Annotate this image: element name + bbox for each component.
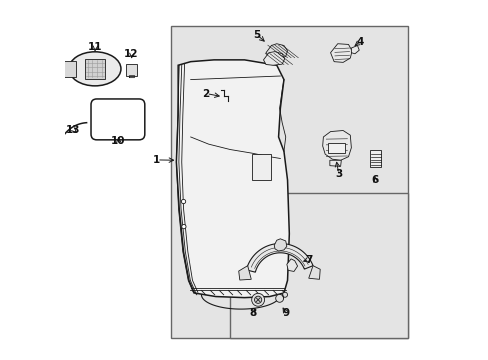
FancyBboxPatch shape xyxy=(85,59,105,79)
Polygon shape xyxy=(329,160,341,166)
Circle shape xyxy=(254,296,261,303)
FancyBboxPatch shape xyxy=(63,60,76,77)
Polygon shape xyxy=(263,51,284,65)
Text: 4: 4 xyxy=(356,37,363,47)
Bar xyxy=(327,143,345,153)
Text: 2: 2 xyxy=(202,89,209,99)
Polygon shape xyxy=(351,45,359,54)
Text: 6: 6 xyxy=(371,175,378,185)
Text: 7: 7 xyxy=(305,255,312,265)
FancyBboxPatch shape xyxy=(125,64,137,76)
Polygon shape xyxy=(274,239,286,251)
Text: 1: 1 xyxy=(153,155,160,165)
Circle shape xyxy=(182,225,185,229)
Ellipse shape xyxy=(69,52,121,86)
Text: 13: 13 xyxy=(66,125,80,135)
Bar xyxy=(251,154,271,180)
Text: 12: 12 xyxy=(124,49,139,59)
Polygon shape xyxy=(308,266,320,279)
Bar xyxy=(369,150,381,167)
Polygon shape xyxy=(238,266,251,280)
Text: 11: 11 xyxy=(87,42,102,52)
Circle shape xyxy=(282,292,287,297)
Polygon shape xyxy=(246,243,312,272)
Text: 9: 9 xyxy=(282,309,289,318)
Text: 3: 3 xyxy=(334,169,342,179)
Polygon shape xyxy=(322,131,351,160)
Bar xyxy=(171,26,407,338)
Text: 10: 10 xyxy=(111,136,125,145)
Circle shape xyxy=(181,199,185,204)
FancyBboxPatch shape xyxy=(91,99,144,140)
Circle shape xyxy=(275,294,283,302)
Polygon shape xyxy=(176,60,289,298)
Polygon shape xyxy=(265,44,287,59)
Bar xyxy=(230,193,407,338)
Polygon shape xyxy=(330,44,351,62)
Text: 5: 5 xyxy=(252,30,260,40)
Circle shape xyxy=(251,293,264,306)
Polygon shape xyxy=(286,259,297,271)
Polygon shape xyxy=(129,75,133,77)
Text: 8: 8 xyxy=(249,308,257,318)
